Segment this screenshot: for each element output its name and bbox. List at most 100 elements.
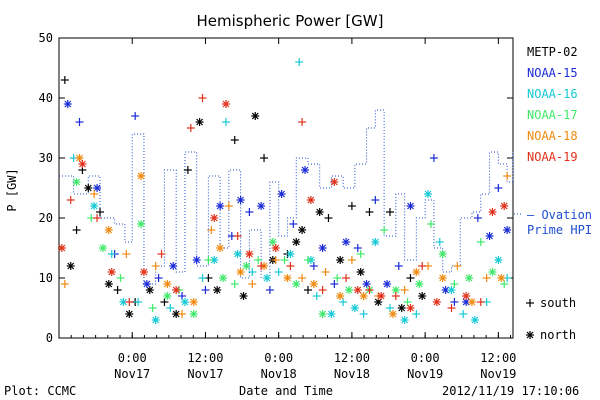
data-point-noaa-15-north bbox=[277, 190, 286, 198]
data-point-noaa-15-south bbox=[353, 244, 362, 252]
data-point-noaa-19-south bbox=[318, 286, 327, 294]
data-point-noaa-19-north bbox=[245, 250, 254, 258]
data-point-metp-02-north bbox=[195, 118, 204, 126]
data-point-noaa-15-north bbox=[169, 262, 178, 270]
data-point-noaa-16-north bbox=[470, 316, 479, 324]
data-point-noaa-16-north bbox=[90, 202, 99, 210]
data-point-noaa-15-north bbox=[301, 166, 310, 174]
legend-item-noaa-15: NOAA-15 bbox=[527, 66, 578, 80]
data-point-noaa-17-north bbox=[72, 178, 81, 186]
y-tick-label: 50 bbox=[39, 31, 53, 45]
data-point-noaa-16-north bbox=[210, 256, 219, 264]
data-point-noaa-16-north bbox=[350, 304, 359, 312]
data-point-noaa-19-south bbox=[447, 304, 456, 312]
y-tick-label: 0 bbox=[46, 331, 53, 345]
data-point-noaa-15-north bbox=[192, 256, 201, 264]
data-point-noaa-16-north bbox=[286, 250, 295, 258]
data-point-noaa-18-north bbox=[216, 244, 225, 252]
legend: METP-02 NOAA-15 NOAA-16 NOAA-17 NOAA-18 NOAA-… bbox=[514, 45, 592, 342]
data-point-noaa-18-north bbox=[283, 274, 292, 282]
data-point-noaa-15-south bbox=[245, 208, 254, 216]
data-point-noaa-18-north bbox=[189, 298, 198, 306]
data-point-noaa-16-south bbox=[274, 268, 283, 276]
data-point-metp-02-north bbox=[397, 304, 406, 312]
data-point-noaa-19-north bbox=[139, 268, 148, 276]
data-point-noaa-17-north bbox=[189, 310, 198, 318]
data-point-metp-02-north bbox=[418, 292, 427, 300]
data-point-noaa-15-north bbox=[362, 280, 371, 288]
data-point-metp-02-north bbox=[145, 286, 154, 294]
data-point-noaa-19-north bbox=[172, 286, 181, 294]
data-point-noaa-15-north bbox=[485, 232, 494, 240]
data-point-noaa-15-north bbox=[342, 238, 351, 246]
data-point-noaa-16-south bbox=[134, 298, 143, 306]
data-point-noaa-16-south bbox=[295, 58, 304, 66]
data-point-noaa-18-south bbox=[321, 268, 330, 276]
data-point-noaa-15-north bbox=[257, 202, 266, 210]
data-point-noaa-16-south bbox=[221, 118, 230, 126]
data-point-noaa-17-north bbox=[98, 244, 107, 252]
x-tick-date-label: Nov19 bbox=[480, 367, 516, 381]
data-point-noaa-18-south bbox=[122, 250, 131, 258]
data-point-metp-02-north bbox=[66, 262, 75, 270]
data-point-metp-02-south bbox=[113, 286, 122, 294]
x-tick-time-label: 12:00 bbox=[480, 351, 516, 365]
x-axis-ticks: 0:00 Nov17 12:00 Nov17 0:00 Nov18 12:00 Nov18 0:… bbox=[58, 38, 516, 381]
data-point-metp-02-north bbox=[251, 112, 260, 120]
data-point-noaa-16-south bbox=[385, 304, 394, 312]
legend-item-noaa-16: NOAA-16 bbox=[527, 87, 578, 101]
data-point-noaa-17-south bbox=[426, 220, 435, 228]
data-point-noaa-18-south bbox=[224, 202, 233, 210]
data-point-noaa-19-north bbox=[330, 178, 339, 186]
data-point-noaa-18-south bbox=[90, 190, 99, 198]
data-point-metp-02-south bbox=[160, 298, 169, 306]
data-point-noaa-19-south bbox=[476, 298, 485, 306]
x-tick-date-label: Nov18 bbox=[261, 367, 297, 381]
plot-frame bbox=[58, 37, 514, 339]
data-point-metp-02-south bbox=[230, 136, 239, 144]
data-point-metp-02-north bbox=[84, 184, 93, 192]
chart-title: Hemispheric Power [GW] bbox=[197, 12, 384, 30]
data-point-noaa-17-south bbox=[204, 256, 213, 264]
data-point-noaa-19-north bbox=[57, 244, 66, 252]
footer-plot-credit: Plot: CCMC bbox=[4, 384, 76, 398]
data-point-noaa-17-south bbox=[280, 256, 289, 264]
data-point-noaa-19-north bbox=[488, 208, 497, 216]
data-point-noaa-16-south bbox=[312, 292, 321, 300]
data-point-noaa-15-north bbox=[93, 184, 102, 192]
data-point-noaa-18-south bbox=[151, 262, 160, 270]
data-point-noaa-15-south bbox=[201, 286, 210, 294]
data-point-noaa-19-north bbox=[306, 196, 315, 204]
data-point-metp-02-north bbox=[298, 226, 307, 234]
data-point-noaa-18-north bbox=[336, 292, 345, 300]
x-tick-date-label: Nov19 bbox=[407, 367, 443, 381]
y-axis-ticks: 0 10 20 30 40 50 bbox=[39, 31, 513, 345]
data-point-noaa-19-south bbox=[198, 94, 207, 102]
data-point-metp-02-south bbox=[183, 166, 192, 174]
data-point-noaa-17-north bbox=[137, 220, 146, 228]
data-point-noaa-15-south bbox=[429, 154, 438, 162]
data-point-metp-02-south bbox=[347, 202, 356, 210]
data-point-noaa-15-south bbox=[309, 262, 318, 270]
data-point-noaa-17-north bbox=[415, 280, 424, 288]
x-tick-date-label: Nov17 bbox=[187, 367, 223, 381]
y-axis-label: P [GW] bbox=[5, 168, 19, 211]
data-point-noaa-15-north bbox=[216, 202, 225, 210]
data-point-noaa-18-north bbox=[467, 298, 476, 306]
data-point-noaa-18-south bbox=[400, 286, 409, 294]
data-point-noaa-16-north bbox=[371, 238, 380, 246]
data-point-noaa-19-south bbox=[286, 262, 295, 270]
data-point-noaa-17-south bbox=[380, 226, 389, 234]
data-point-noaa-18-south bbox=[178, 310, 187, 318]
data-point-noaa-17-south bbox=[230, 280, 239, 288]
data-point-noaa-16-north bbox=[424, 190, 433, 198]
data-point-noaa-18-north bbox=[388, 310, 397, 318]
data-point-noaa-15-north bbox=[236, 196, 245, 204]
data-point-noaa-17-south bbox=[500, 280, 509, 288]
marker-legend-symbol-north bbox=[526, 331, 534, 339]
data-point-noaa-15-south bbox=[330, 280, 339, 288]
data-point-noaa-15-south bbox=[450, 298, 459, 306]
marker-legend-symbol-south bbox=[526, 299, 534, 307]
data-point-noaa-18-south bbox=[60, 280, 69, 288]
data-point-noaa-18-north bbox=[137, 172, 146, 180]
